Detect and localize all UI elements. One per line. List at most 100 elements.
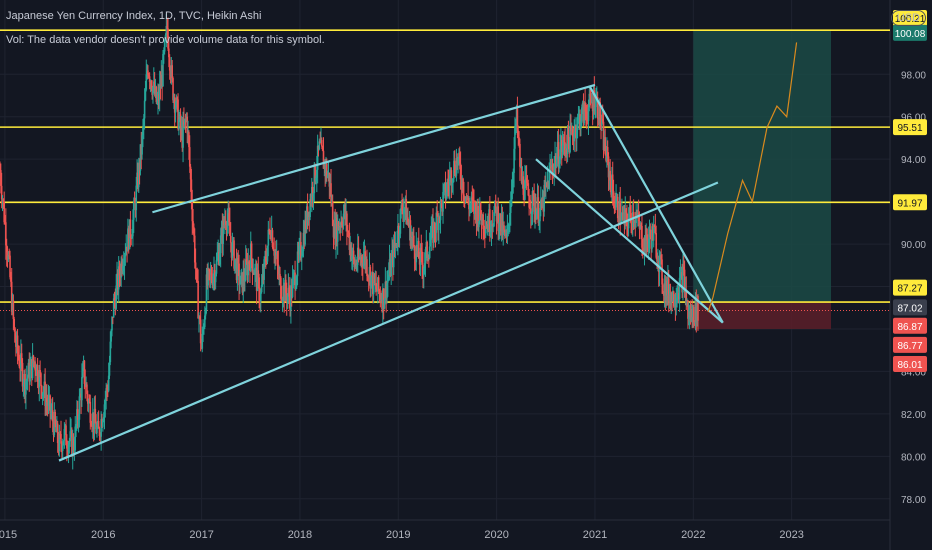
candle-body [432,221,434,243]
candle-body [288,287,291,297]
candle-body [338,226,341,230]
candle-body [198,316,200,319]
candle-body [235,258,238,281]
candle-body [100,419,102,437]
candle-body [677,292,680,300]
candle-body [672,291,675,307]
candle-body [103,404,106,418]
candle-body [568,139,571,153]
candle-body [116,273,118,286]
candle-body [680,272,683,274]
candle-body [508,224,510,226]
candle-body [358,256,361,258]
candle-body [324,161,326,173]
candle-body [92,412,95,430]
candle-body [111,317,113,331]
candle-body [384,281,387,300]
y-tick-label: 96.00 [901,113,926,124]
candle-body [417,240,419,252]
candle-body [15,342,17,347]
candle-body [448,175,451,186]
candle-body [685,289,688,306]
candle-body [267,229,270,246]
candle-body [305,219,307,229]
candle-body [348,232,351,250]
candle-body [629,207,632,214]
candle-body [642,251,645,253]
candle-body [300,241,302,258]
candle-body [188,147,191,167]
candle-body [302,232,305,252]
candle-body [582,102,585,124]
candle-body [427,257,429,259]
candle-body [240,272,243,277]
candle-body [697,296,699,321]
candle-body [216,256,219,261]
position-zones [693,30,831,329]
trendline [58,181,719,462]
candle-body [112,298,115,318]
candle-body [335,218,337,245]
candle-body [459,163,462,180]
candle-body [518,137,520,144]
candle-body [682,266,685,270]
candle-body [336,218,338,242]
candle-body [241,272,244,293]
candle-body [60,434,62,444]
candle-body [557,142,560,167]
candle-body [20,353,23,363]
candle-body [507,224,510,226]
candle-body [187,132,189,134]
candle-body [203,326,205,330]
currency-badge[interactable]: USD [890,10,926,26]
candle-body [444,182,447,198]
candle-body [550,164,553,169]
candle-body [537,197,540,223]
candle-body [369,267,372,289]
candle-body [504,233,507,237]
candle-body [48,395,51,399]
candle-body [687,317,690,319]
candle-body [341,224,344,227]
candle-body [320,140,322,143]
candle-body [575,129,578,139]
candle-body [306,206,309,223]
candle-body [407,222,410,227]
candle-body [689,311,692,322]
candle-body [696,296,698,322]
candle-body [115,285,117,309]
candle-body [7,255,10,260]
candle-body [534,207,536,215]
candle-body [448,183,450,186]
candle-body [356,265,358,267]
candle-body [78,396,81,420]
chart-title: Japanese Yen Currency Index, 1D, TVC, He… [6,10,262,22]
candle-body [316,169,318,178]
price-label-text: 87.02 [897,303,922,314]
candle-body [298,245,301,255]
candle-body [479,203,481,221]
candle-body [9,255,11,278]
time-axis[interactable]: 2015 2016 2017 2018 2019 2020 2021 2022 2023 [0,529,804,541]
candle-body [206,274,209,286]
candle-body [326,163,328,178]
candle-body [299,241,301,246]
candle-body [661,259,663,285]
candle-body [161,74,163,87]
candle-body [138,162,141,171]
candle-body [25,378,28,381]
candle-body [167,28,169,49]
candle-body [611,174,613,195]
candle-body [530,208,532,214]
candle-body [154,86,157,95]
candle-body [271,230,274,248]
candle-body [387,274,390,279]
candle-body [36,365,39,382]
candle-body [421,251,423,265]
candle-body [67,444,70,453]
candle-body [236,258,239,281]
candle-body [387,278,389,283]
candle-body [31,355,34,379]
candle-body [673,305,676,307]
